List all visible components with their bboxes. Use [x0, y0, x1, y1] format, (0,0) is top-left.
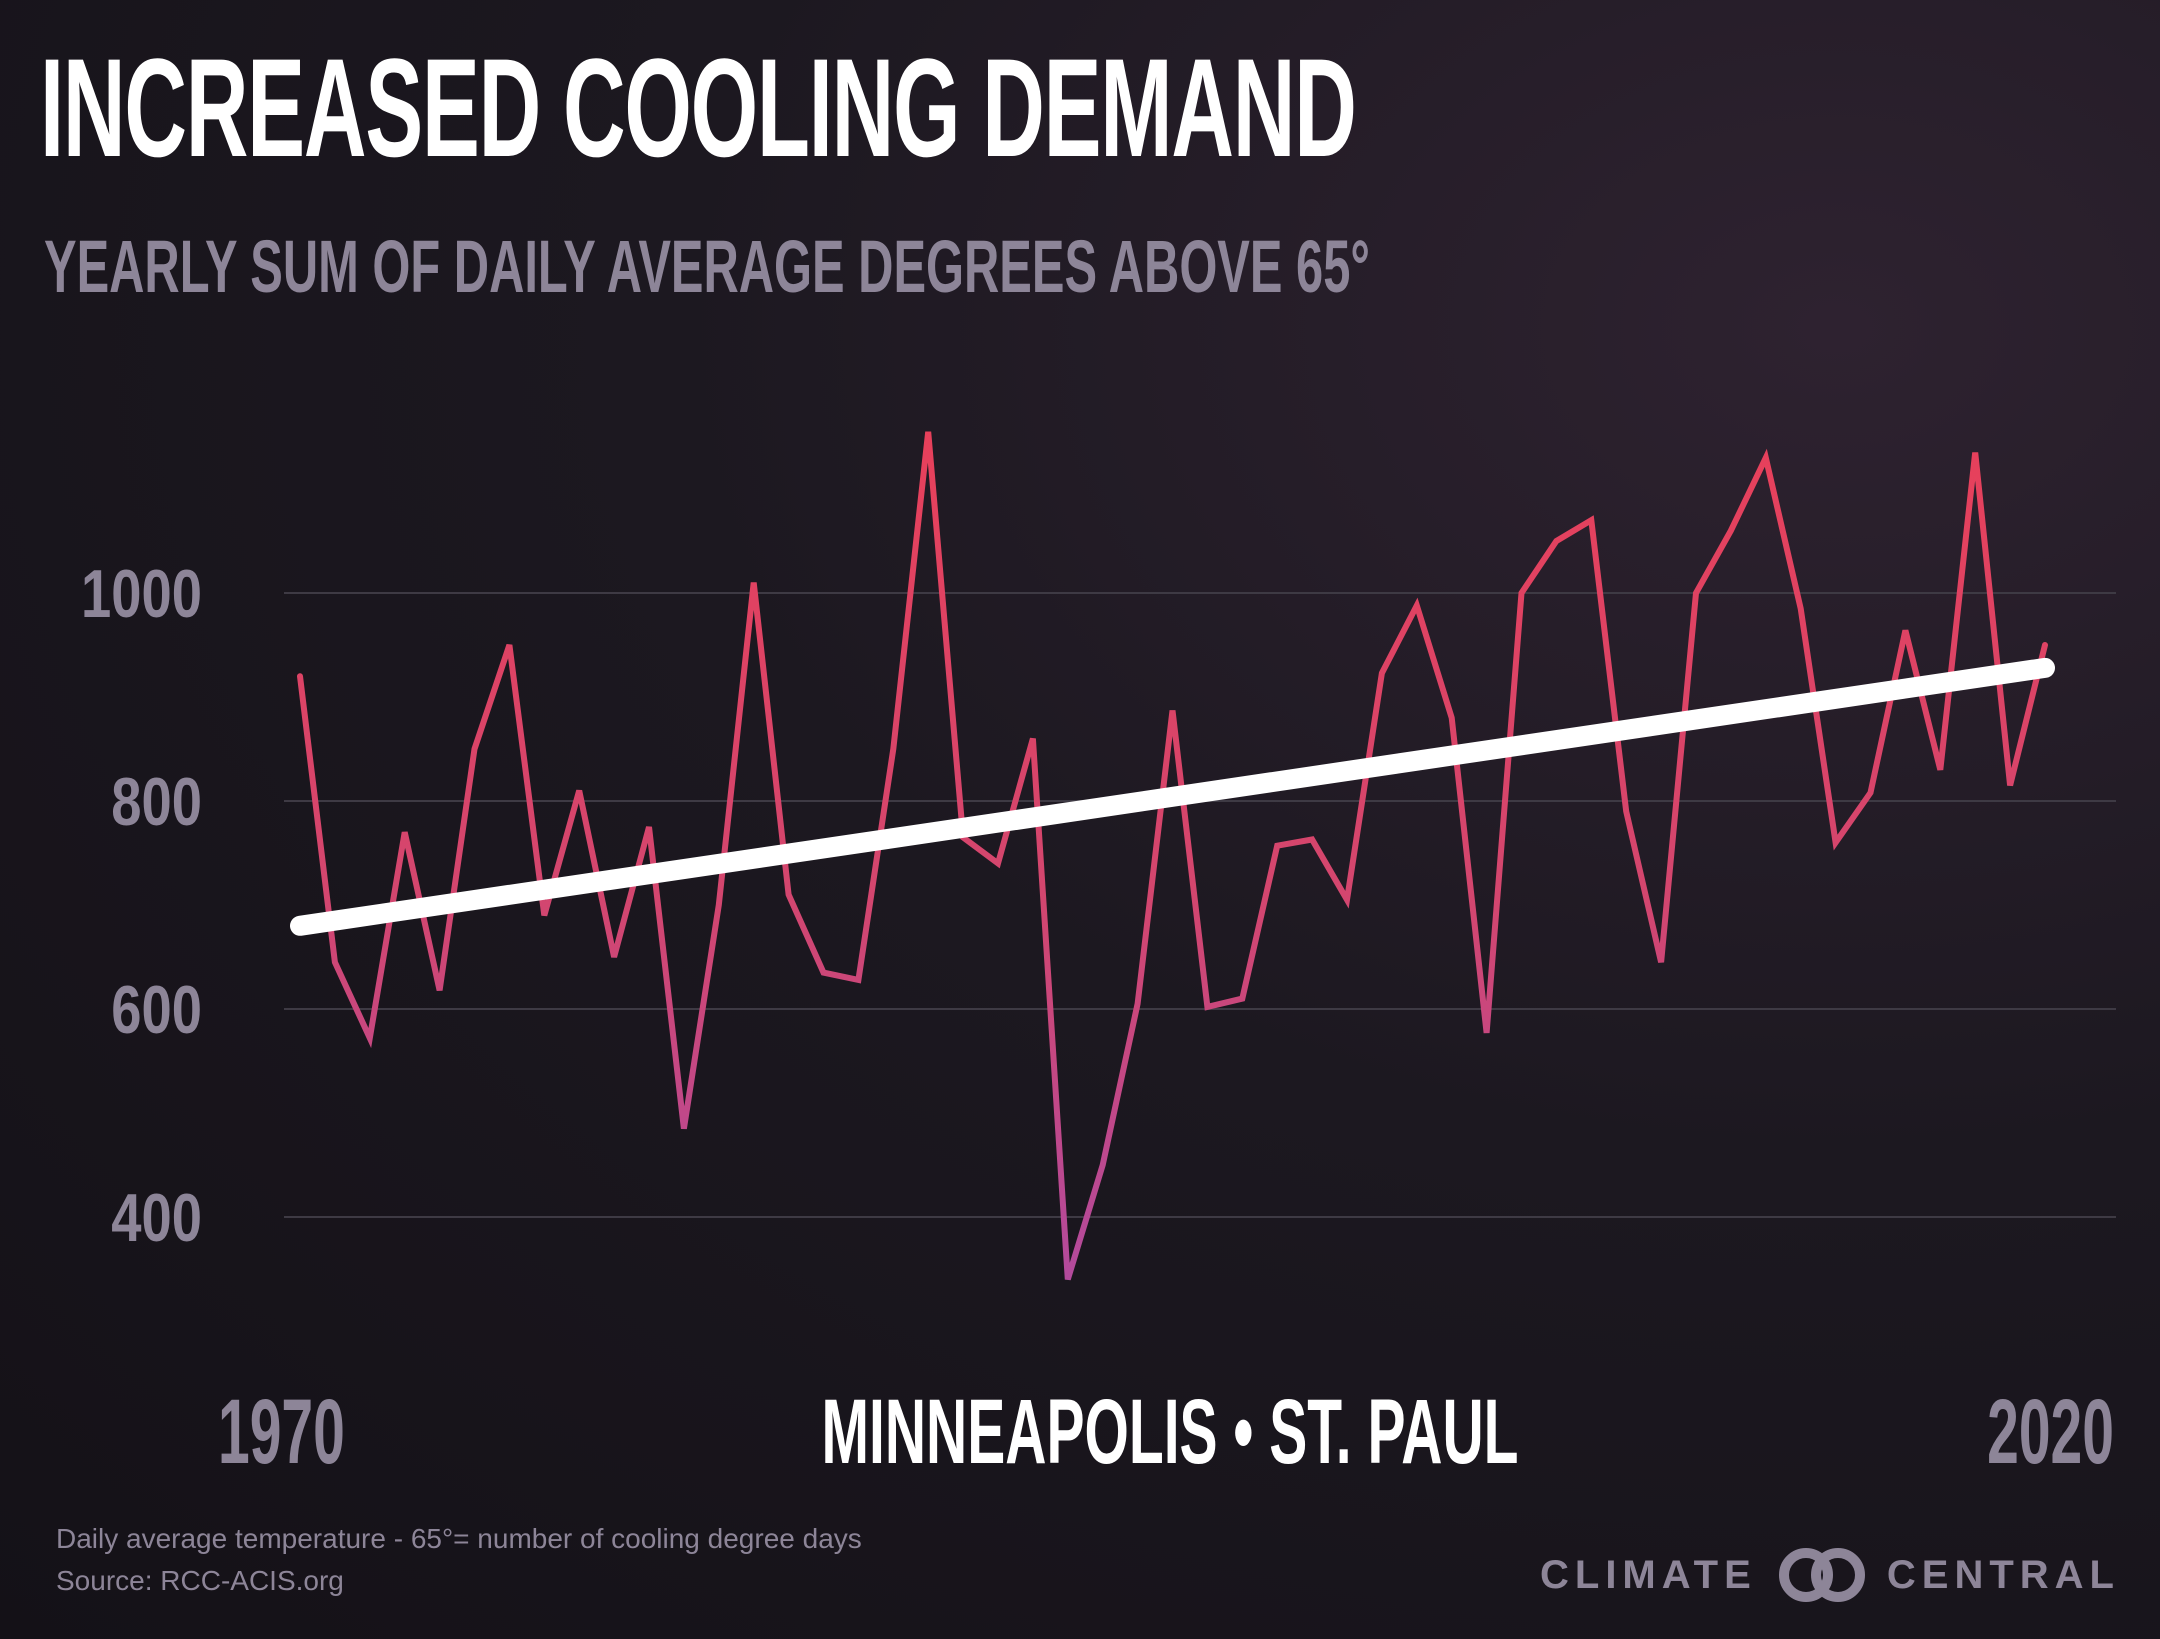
y-axis-ticks: 400 600 800 1000	[81, 556, 202, 1256]
line-chart: 400 600 800 1000 1970 2020 MINNEAPOLIS • ST.…	[81, 431, 2116, 1483]
y-tick-label-800: 800	[111, 764, 202, 840]
footnote: Daily average temperature - 65°= number …	[56, 1518, 862, 1602]
y-tick-label-1000: 1000	[81, 556, 202, 632]
y-tick-label-400: 400	[111, 1180, 202, 1256]
series-layer	[297, 431, 2048, 1281]
x-label-end: 2020	[1987, 1381, 2114, 1483]
brand-left: CLIMATE	[1540, 1552, 1757, 1597]
y-tick-label-600: 600	[111, 972, 202, 1048]
climate-central-logo: CLIMATE CENTRAL	[1540, 1545, 2120, 1605]
footnote-definition: Daily average temperature - 65°= number …	[56, 1523, 862, 1554]
trend-line	[290, 657, 2055, 936]
chart-subtitle: YEARLY SUM OF DAILY AVERAGE DEGREES ABOV…	[44, 225, 1370, 308]
chart-title: INCREASED COOLING DEMAND	[40, 29, 1357, 186]
footnote-source: Source: RCC-ACIS.org	[56, 1565, 344, 1596]
x-label-start: 1970	[218, 1381, 345, 1483]
x-axis-labels: 1970 2020	[218, 1381, 2114, 1483]
trend-layer	[290, 657, 2055, 936]
series-line-0	[297, 431, 2048, 1281]
brand-right: CENTRAL	[1886, 1552, 2120, 1597]
gridlines	[284, 592, 2116, 1218]
location-label: MINNEAPOLIS • ST. PAUL	[822, 1381, 1519, 1483]
interlocking-circles-icon	[1778, 1548, 1865, 1602]
